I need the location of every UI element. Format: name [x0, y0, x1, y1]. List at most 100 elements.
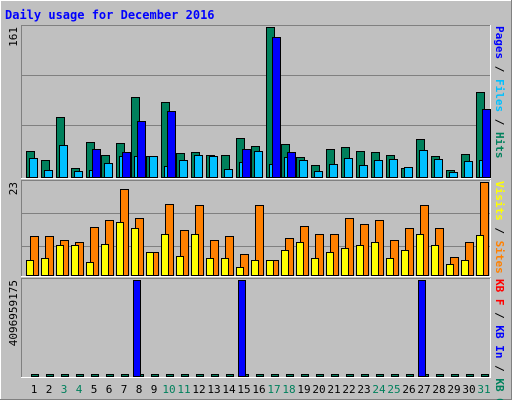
bar-files-day-12 [194, 155, 203, 178]
day-label-21: 21 [327, 383, 340, 396]
bar-kb-out-day-2 [46, 374, 54, 377]
bar-visits-day-20 [311, 258, 319, 276]
bar-kb-out-day-31 [481, 374, 489, 377]
bar-files-day-24 [374, 160, 383, 178]
bar-kb-out-day-25 [391, 374, 399, 377]
bar-files-day-27 [419, 150, 428, 178]
series-legend: KB F / KB In / KB Out [493, 279, 506, 400]
bar-kb-out-day-4 [76, 374, 84, 377]
bar-visits-day-28 [431, 245, 439, 276]
bar-visits-day-6 [101, 244, 109, 276]
day-label-1: 1 [31, 383, 38, 396]
day-label-13: 13 [207, 383, 220, 396]
day-label-24: 24 [372, 383, 386, 396]
bar-sites-day-5 [90, 227, 99, 276]
day-label-15: 15 [237, 383, 250, 396]
day-label-7: 7 [121, 383, 128, 396]
series-legend: Visits / Sites [493, 181, 506, 274]
bar-files-day-3 [59, 145, 68, 178]
bar-visits-day-22 [341, 248, 349, 276]
bar-files-day-1 [29, 158, 38, 178]
bar-visits-day-11 [176, 256, 184, 276]
bar-files-day-19 [299, 160, 308, 178]
bar-sites-day-1 [30, 236, 39, 276]
bar-sites-day-2 [45, 236, 54, 276]
bar-visits-day-18 [281, 250, 289, 276]
bar-sites-day-11 [180, 230, 189, 276]
bar-sites-day-15 [240, 254, 249, 276]
bar-kb-out-day-19 [301, 374, 309, 377]
bar-kb-out-day-9 [151, 374, 159, 377]
day-label-30: 30 [462, 383, 475, 396]
bar-visits-day-10 [161, 234, 169, 276]
day-label-11: 11 [177, 383, 190, 396]
day-label-22: 22 [342, 383, 355, 396]
day-label-27: 27 [417, 383, 430, 396]
bar-visits-day-13 [206, 258, 214, 276]
bar-kb-out-day-12 [196, 374, 204, 377]
day-label-29: 29 [447, 383, 460, 396]
bar-sites-day-16 [255, 205, 264, 276]
bar-visits-day-31 [476, 235, 484, 276]
bar-files-day-28 [434, 159, 443, 178]
bar-files-day-26 [404, 167, 413, 178]
bar-files-day-4 [74, 171, 83, 178]
bar-files-day-29 [449, 172, 458, 178]
bar-pages-day-31 [482, 109, 491, 178]
bar-visits-day-7 [116, 222, 124, 276]
bar-kb-out-day-1 [31, 374, 39, 377]
bar-kb-out-day-29 [451, 374, 459, 377]
bar-pages-day-10 [167, 111, 176, 178]
bar-files-day-20 [314, 171, 323, 178]
bar-files-day-23 [359, 165, 368, 178]
day-label-14: 14 [222, 383, 236, 396]
bar-kb-out-day-5 [91, 374, 99, 377]
bar-sites-day-22 [345, 218, 354, 276]
bar-visits-day-4 [71, 245, 79, 276]
bar-files-day-14 [224, 169, 233, 178]
bar-kb-out-day-10 [166, 374, 174, 377]
y-axis-max-label: 161 [7, 27, 20, 47]
bar-kb-out-day-7 [121, 374, 129, 377]
bar-pages-day-18 [287, 152, 296, 178]
bar-kb-out-day-21 [331, 374, 339, 377]
chart-panel-2: 23 Visits / Sites [7, 180, 506, 277]
chart-panel-3: 4096959175 KB F / KB In / KB Out [7, 278, 506, 404]
bar-visits-day-21 [326, 252, 334, 276]
bar-visits-day-9 [146, 252, 154, 276]
day-label-8: 8 [136, 383, 143, 396]
bar-visits-day-19 [296, 242, 304, 276]
bar-visits-day-16 [251, 260, 259, 276]
y-axis-max-label: 4096959175 [7, 280, 20, 346]
bar-sites-day-20 [315, 234, 324, 276]
day-label-19: 19 [297, 383, 310, 396]
bar-sites-day-31 [480, 182, 489, 276]
day-label-31: 31 [477, 383, 490, 396]
bar-visits-day-25 [386, 258, 394, 276]
bar-visits-day-27 [416, 234, 424, 276]
day-label-5: 5 [91, 383, 98, 396]
bar-kb-out-day-13 [211, 374, 219, 377]
day-label-2: 2 [46, 383, 53, 396]
day-label-12: 12 [192, 383, 205, 396]
bar-visits-day-1 [26, 260, 34, 276]
bar-kb-out-day-28 [436, 374, 444, 377]
chart-panel-1: 161 Pages / Files / Hits [7, 25, 506, 179]
bar-kb-out-day-11 [181, 374, 189, 377]
bar-pages-day-5 [92, 149, 101, 178]
chart-title: Daily usage for December 2016 [5, 8, 215, 22]
series-legend: Pages / Files / Hits [493, 26, 506, 159]
bar-kb-out-day-22 [346, 374, 354, 377]
bar-files-day-6 [104, 163, 113, 178]
bar-kb-in-day-15 [238, 280, 246, 377]
bar-visits-day-15 [236, 267, 244, 276]
bar-files-day-11 [179, 160, 188, 178]
day-label-25: 25 [387, 383, 400, 396]
bar-sites-day-14 [225, 236, 234, 276]
bar-pages-day-17 [272, 37, 281, 178]
bar-kb-out-day-17 [271, 374, 279, 377]
bar-files-day-13 [209, 156, 218, 178]
bar-kb-out-day-24 [376, 374, 384, 377]
